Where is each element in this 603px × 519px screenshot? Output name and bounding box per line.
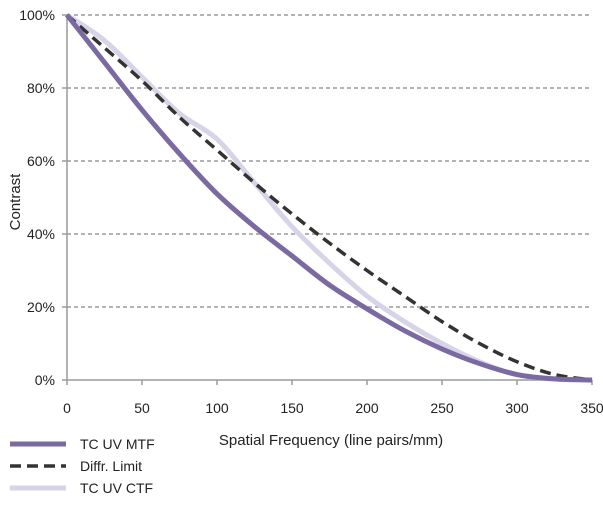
legend: TC UV MTF Diffr. Limit TC UV CTF — [10, 436, 155, 496]
legend-label-1: Diffr. Limit — [80, 458, 142, 474]
y-tick-label: 80% — [27, 80, 55, 96]
x-axis-title: Spatial Frequency (line pairs/mm) — [219, 432, 443, 449]
tick-labels: 0% 20% 40% 60% 80% 100% 0 50 100 150 200 250 300 350 — [19, 7, 603, 416]
x-tick-label: 50 — [134, 400, 150, 416]
y-tick-label: 0% — [35, 372, 55, 388]
legend-label-0: TC UV MTF — [80, 436, 155, 452]
series-lines — [65, 12, 593, 383]
series-line-1 — [65, 13, 593, 382]
x-tick-label: 0 — [63, 400, 71, 416]
series-line-0 — [65, 13, 593, 383]
x-tick-label: 250 — [430, 400, 454, 416]
x-tick-label: 100 — [205, 400, 229, 416]
x-tick-label: 350 — [580, 400, 603, 416]
y-tick-label: 20% — [27, 299, 55, 315]
x-tick-label: 150 — [280, 400, 304, 416]
x-tick-label: 300 — [505, 400, 529, 416]
x-tick-label: 200 — [355, 400, 379, 416]
y-axis-title: Contrast — [7, 173, 24, 231]
y-tick-label: 40% — [27, 226, 55, 242]
axes — [62, 14, 593, 385]
series-line-2 — [65, 12, 593, 383]
legend-label-2: TC UV CTF — [80, 480, 153, 496]
y-tick-label: 100% — [19, 7, 55, 23]
y-tick-label: 60% — [27, 153, 55, 169]
